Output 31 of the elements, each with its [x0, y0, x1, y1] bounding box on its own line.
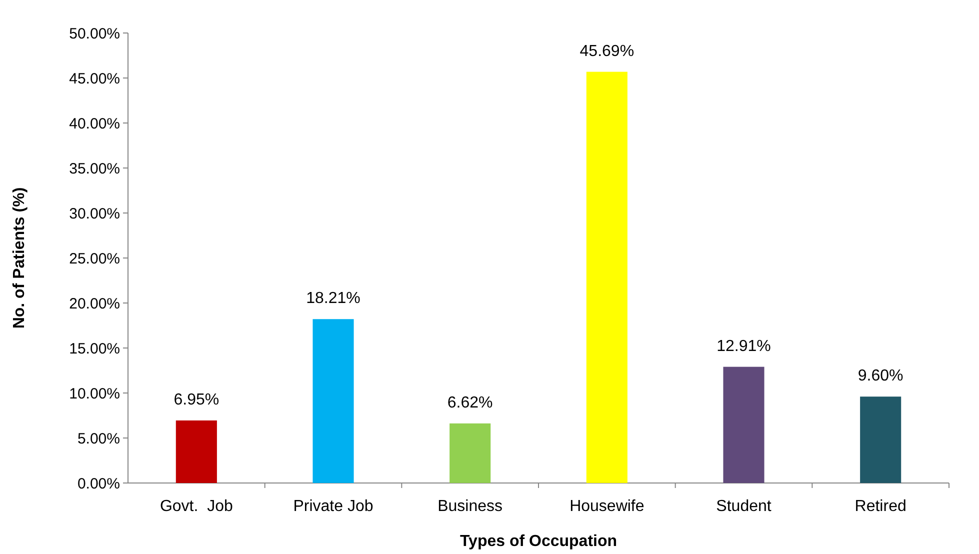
- y-tick-label: 20.00%: [69, 295, 120, 312]
- x-axis-title: Types of Occupation: [460, 533, 618, 550]
- x-tick-label: Retired: [854, 498, 906, 515]
- y-tick-label: 45.00%: [69, 70, 120, 88]
- y-tick-label: 10.00%: [69, 385, 120, 402]
- bar: [586, 72, 628, 483]
- x-tick-label: Student: [716, 498, 772, 515]
- x-tick-label: Govt. Job: [160, 498, 233, 515]
- y-tick-label: 40.00%: [69, 115, 120, 132]
- y-tick-label: 0.00%: [77, 475, 120, 492]
- data-label: 45.69%: [580, 42, 634, 60]
- x-tick-label: Business: [438, 498, 503, 515]
- bar: [312, 319, 354, 483]
- bar: [723, 366, 764, 483]
- bar: [450, 423, 491, 483]
- y-tick-label: 5.00%: [77, 430, 120, 448]
- data-label: 6.62%: [447, 394, 493, 412]
- data-label: 18.21%: [306, 290, 360, 308]
- y-tick-label: 35.00%: [69, 160, 120, 178]
- bar: [860, 396, 902, 483]
- bar: [176, 420, 217, 483]
- x-tick-label: Housewife: [570, 498, 644, 515]
- data-label: 6.95%: [174, 391, 220, 408]
- data-label: 9.60%: [858, 368, 904, 385]
- y-axis-title: No. of Patients (%): [11, 187, 28, 329]
- y-tick-label: 30.00%: [69, 205, 120, 222]
- data-label: 12.91%: [716, 338, 771, 355]
- y-tick-label: 50.00%: [69, 25, 120, 42]
- y-tick-label: 25.00%: [69, 250, 120, 268]
- x-tick-label: Private Job: [293, 498, 374, 515]
- y-tick-label: 15.00%: [69, 340, 120, 358]
